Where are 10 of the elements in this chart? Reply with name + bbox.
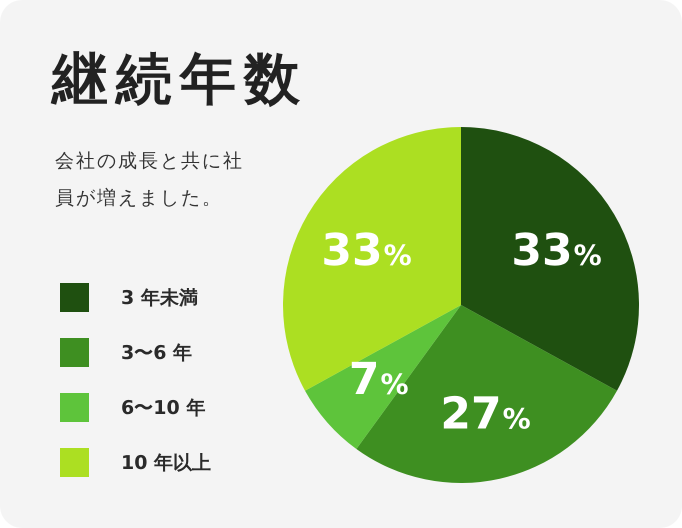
- legend-label: 10 年以上: [121, 450, 212, 476]
- chart-title: 継続年数: [52, 47, 308, 112]
- legend-label: 6〜10 年: [121, 396, 206, 420]
- data-label: 7%: [348, 354, 409, 405]
- data-label: 33%: [321, 224, 412, 276]
- legend-label: 3 年未満: [121, 286, 198, 310]
- legend-label: 3〜6 年: [121, 340, 192, 366]
- text: 会社の成長と共に社員が増えました。: [55, 149, 245, 211]
- data-label: 27%: [440, 388, 531, 440]
- data-label: 33%: [511, 224, 602, 276]
